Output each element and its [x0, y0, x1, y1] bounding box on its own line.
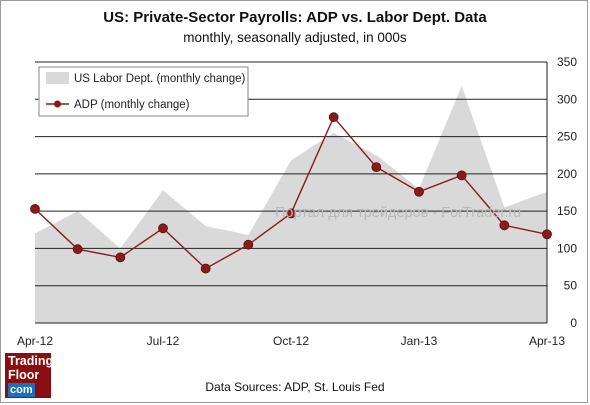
chart-title: US: Private-Sector Payrolls: ADP vs. Lab…	[103, 9, 487, 26]
adp-point-Mar-13	[499, 220, 510, 231]
adp-point-Sep-12	[243, 239, 254, 250]
legend-marker-adp	[54, 100, 61, 108]
adp-point-Jun-12	[115, 252, 126, 263]
adp-point-Nov-12	[328, 112, 339, 123]
legend-label-adp: ADP (monthly change)	[74, 99, 190, 111]
x-tick-label-Apr-13: Apr-13	[529, 334, 565, 348]
series-area-labor-dept	[35, 85, 547, 323]
adp-point-Feb-13	[456, 170, 467, 181]
adp-point-May-12	[72, 244, 83, 255]
watermark-text: Портал для трейдеров - ForTrader.ru	[275, 205, 522, 221]
data-source-note: Data Sources: ADP, St. Louis Fed	[205, 380, 385, 394]
x-tick-label-Jan-13: Jan-13	[401, 334, 438, 348]
legend-box	[38, 66, 249, 117]
tradingfloor-logo: Trading Floor com	[5, 353, 54, 398]
y-tick-label-150: 150	[557, 204, 577, 218]
adp-point-Jul-12	[158, 223, 168, 234]
y-tick-label-250: 250	[557, 130, 577, 144]
y-tick-label-50: 50	[564, 279, 578, 293]
adp-point-Aug-12	[200, 263, 211, 274]
adp-point-Apr-12	[30, 204, 40, 214]
logo-line1: Trading	[8, 354, 54, 368]
adp-point-Oct-12	[286, 208, 296, 219]
logo-line2: Floor	[8, 368, 40, 382]
x-tick-label-Jul-12: Jul-12	[147, 334, 180, 348]
legend-label-labor-dept: US Labor Dept. (monthly change)	[74, 73, 245, 85]
x-tick-label-Oct-12: Oct-12	[273, 334, 309, 348]
adp-point-Apr-13	[542, 229, 552, 240]
y-tick-label-200: 200	[557, 167, 577, 181]
y-tick-label-0: 0	[570, 316, 577, 330]
x-tick-label-Apr-12: Apr-12	[17, 334, 53, 348]
chart-subtitle: monthly, seasonally adjusted, in 000s	[183, 30, 407, 45]
y-tick-label-350: 350	[557, 55, 577, 69]
legend-swatch-labor-dept	[46, 72, 69, 84]
y-tick-label-100: 100	[557, 241, 577, 255]
adp-point-Jan-13	[414, 186, 424, 197]
y-tick-label-300: 300	[557, 92, 577, 106]
logo-line3: com	[8, 383, 35, 397]
adp-point-Dec-12	[371, 162, 382, 173]
